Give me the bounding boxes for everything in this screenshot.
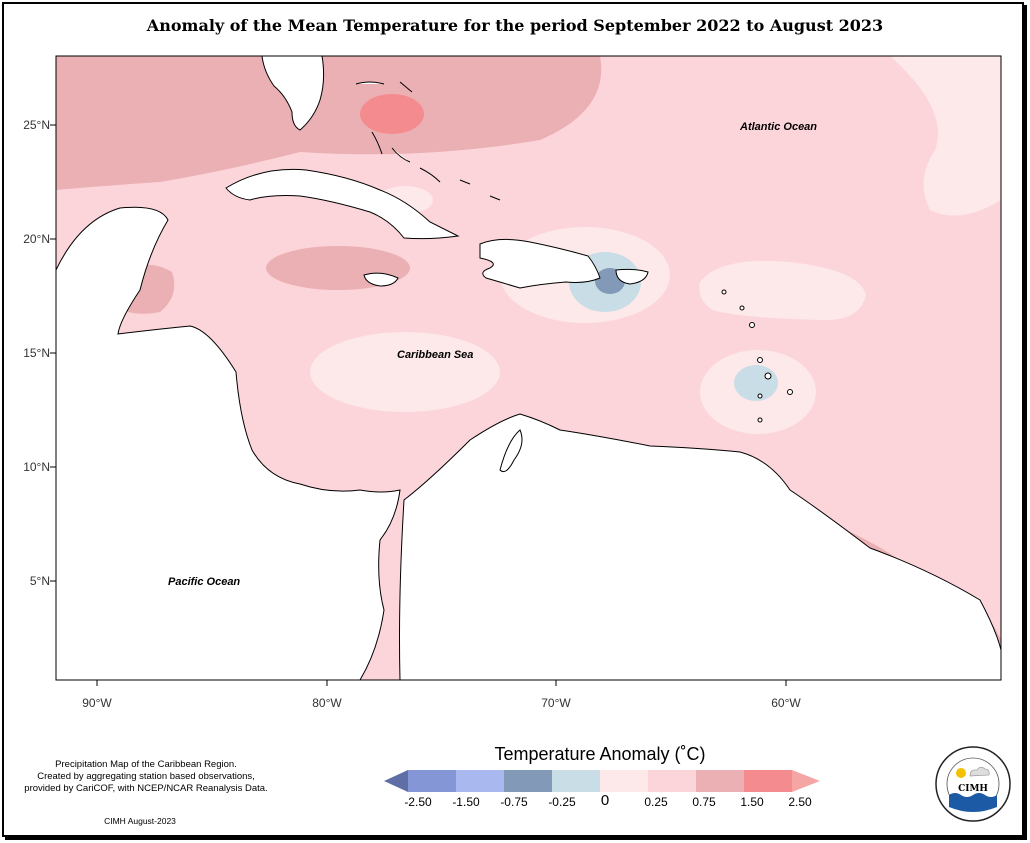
neutral-region-caribbean [310,332,500,412]
credit-text: CIMH August-2023 [104,816,176,826]
legend-swatch [648,770,696,792]
land-puerto-rico [615,268,649,285]
map-border [55,55,1002,681]
bahamas-islands [355,81,501,201]
lon-label-60w: 60°W [771,696,801,710]
legend-swatch [600,770,648,792]
lon-label-90w: 90°W [82,696,112,710]
legend-arrow-high [792,770,820,792]
caribbean-sea-label: Caribbean Sea [397,349,473,361]
legend-arrow-low [384,770,408,792]
source-note-line: Created by aggregating station based obs… [37,771,255,782]
source-note-line: provided by CariCOF, with NCEP/NCAR Rean… [24,783,268,794]
legend-swatch [504,770,552,792]
land-paraguana [499,429,523,473]
lon-label-80w: 80°W [312,696,342,710]
cloud-icon [969,766,990,777]
lon-label-70w: 70°W [541,696,571,710]
cimh-logo: CIMH [935,746,1011,822]
outer-ticks [50,124,787,686]
legend-label: 1.50 [740,795,764,809]
land-cuba [225,168,460,240]
legend-swatch [696,770,744,792]
legend-label: 0.25 [644,795,668,809]
legend-label: -0.25 [548,795,576,809]
logo-abbr: CIMH [958,784,988,794]
hot-spot-bahamas [360,94,424,134]
neutral-region-leeward [699,260,866,321]
land-florida [261,56,325,131]
legend-swatch [744,770,792,792]
lesser-antilles [721,289,793,423]
lat-label-20n: 20°N [23,232,50,246]
legend-label: 0 [600,792,610,809]
legend-label: -1.50 [452,795,480,809]
land-hispaniola [479,238,601,289]
land-jamaica [363,272,399,287]
legend-swatch [408,770,456,792]
legend-colorbar [384,770,820,792]
lat-label-15n: 15°N [23,346,50,360]
legend-label: 0.75 [692,795,716,809]
lat-label-25n: 25°N [23,118,50,132]
atlantic-ocean-label: Atlantic Ocean [739,121,817,133]
legend-swatch [552,770,600,792]
cool-region-windward [734,365,778,401]
legend-title: Temperature Anomaly (˚C) [494,744,706,764]
sun-icon [956,768,966,778]
lat-label-5n: 5°N [29,574,50,588]
waves-icon [949,793,997,812]
land-central-america [56,206,401,680]
warm-region-gulf [56,56,602,190]
source-note: Precipitation Map of the Caribbean Regio… [6,759,286,795]
lat-label-10n: 10°N [23,460,50,474]
legend-label: -2.50 [404,795,432,809]
land-south-america [399,413,1001,680]
legend-label: 2.50 [788,795,812,809]
source-note-line: Precipitation Map of the Caribbean Regio… [55,759,237,770]
legend-swatch [456,770,504,792]
neutral-region-atlantic [890,56,1001,216]
legend-label: -0.75 [500,795,528,809]
map-title: Anomaly of the Mean Temperature for the … [146,16,884,35]
pacific-ocean-label: Pacific Ocean [168,576,240,588]
